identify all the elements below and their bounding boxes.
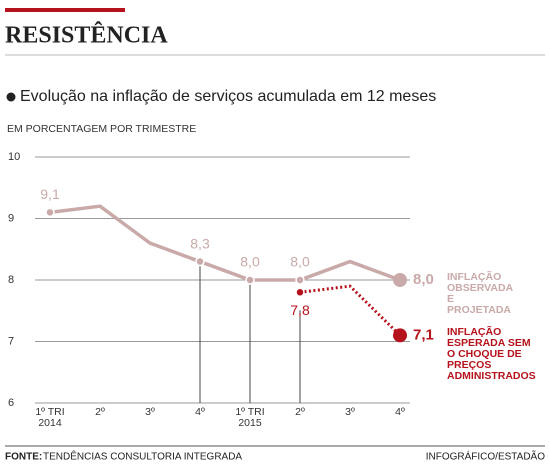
value-label: 9,1 — [40, 186, 60, 202]
x-tick-label: 4º — [195, 406, 205, 418]
x-tick-label: 2º — [95, 406, 105, 418]
point-marker — [295, 287, 305, 298]
end-marker — [393, 273, 407, 287]
value-label: 8,0 — [240, 254, 260, 270]
legend-label: INFLAÇÃO ESPERADA SEM O CHOQUE DE PREÇOS… — [447, 326, 536, 383]
source-label: FONTE: — [5, 452, 42, 463]
point-marker — [295, 275, 305, 285]
x-tick-label: 2º — [295, 406, 305, 418]
point-marker — [245, 275, 255, 285]
value-label: 8,0 — [290, 254, 310, 270]
bullet — [6, 92, 16, 102]
credit: INFOGRÁFICO/ESTADÃO — [426, 450, 545, 463]
accent-bar — [5, 8, 125, 12]
x-tick-label: 1º TRI 2015 — [235, 406, 265, 429]
end-marker — [393, 328, 407, 343]
chart-title: RESISTÊNCIA — [5, 22, 168, 49]
y-tick-label: 9 — [8, 212, 14, 224]
series-line — [299, 284, 402, 337]
value-label: 8,3 — [190, 235, 210, 251]
y-tick-label: 7 — [8, 335, 14, 347]
series-line — [49, 204, 401, 282]
x-tick-label: 1º TRI 2014 — [35, 406, 65, 429]
y-tick-label: 6 — [8, 397, 14, 409]
x-tick-label: 3º — [345, 406, 355, 418]
legend-label: INFLAÇÃO OBSERVADA E PROJETADA — [447, 271, 513, 316]
end-value-label: 8,0 — [413, 271, 434, 288]
x-tick-label: 3º — [145, 406, 155, 418]
subtitle: Evolução na inflação de serviços acumula… — [20, 88, 436, 105]
y-tick-label: 8 — [8, 274, 14, 286]
source: TENDÊNCIAS CONSULTORIA INTEGRADA — [43, 450, 242, 463]
point-marker — [195, 256, 205, 267]
end-value-label: 7,1 — [413, 326, 434, 343]
y-tick-label: 10 — [8, 151, 20, 163]
value-label: 7,8 — [290, 302, 310, 318]
x-tick-label: 4º — [395, 406, 405, 418]
point-marker — [45, 207, 55, 218]
axis-label: EM PORCENTAGEM POR TRIMESTRE — [7, 123, 196, 135]
